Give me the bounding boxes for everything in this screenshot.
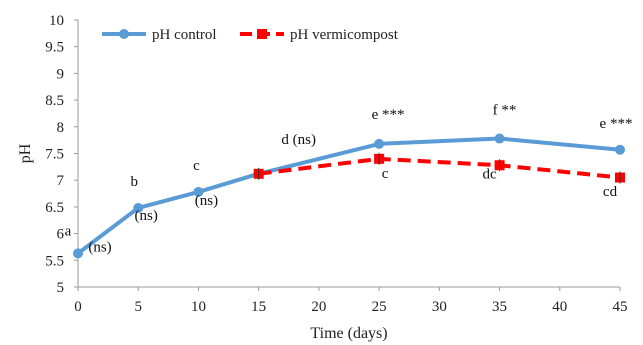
data-point [73, 248, 83, 259]
y-tick-label: 10 [49, 13, 64, 29]
x-tick-label: 10 [191, 299, 206, 315]
annotation-label: (ns) [88, 239, 111, 255]
annotation-label: f ** [493, 103, 517, 119]
y-tick-label: 9 [57, 66, 65, 82]
y-tick-label: 8.5 [45, 93, 64, 109]
legend: pH control pH vermicompost [102, 27, 399, 43]
x-tick-label: 40 [552, 299, 567, 315]
y-tick-label: 7.5 [45, 147, 64, 163]
x-tick-labels: 0 5 10 15 20 25 30 35 40 45 [74, 287, 628, 315]
annotation-label: e *** [372, 107, 405, 123]
x-tick-label: 0 [74, 299, 82, 315]
data-point [615, 144, 625, 155]
annotation-label: cd [603, 184, 618, 200]
y-tick-label: 9.5 [45, 40, 64, 56]
annotation-label: e *** [600, 116, 633, 132]
annotations: a (ns) b (ns) c (ns) d (ns) e *** c f ** dc e *** cd [65, 103, 633, 256]
data-point [494, 133, 505, 144]
y-axis-label: pH [17, 143, 34, 163]
legend-marker [257, 29, 267, 39]
x-tick-label: 5 [134, 299, 142, 315]
annotation-label: d (ns) [281, 132, 316, 148]
y-tick-label: 5.5 [45, 253, 64, 269]
legend-marker [119, 29, 129, 39]
legend-label: pH vermicompost [290, 27, 399, 43]
y-tick-labels: 5 5.5 6 6.5 7 7.5 8 8.5 9 9.5 10 [45, 13, 78, 296]
annotation-label: (ns) [135, 208, 158, 224]
annotation-label: c [382, 166, 389, 182]
annotation-label: b [130, 174, 138, 190]
x-tick-label: 30 [432, 299, 447, 315]
x-tick-label: 25 [372, 299, 387, 315]
x-tick-label: 15 [251, 299, 266, 315]
y-tick-label: 5 [57, 280, 65, 296]
annotation-label: dc [482, 167, 497, 183]
y-tick-label: 6 [57, 227, 65, 243]
series-lines [73, 133, 625, 259]
annotation-label: (ns) [195, 193, 218, 209]
series-line-vermicompost [258, 156, 621, 180]
data-point [193, 186, 204, 197]
x-axis-label: Time (days) [310, 325, 387, 342]
y-tick-label: 6.5 [45, 200, 64, 216]
series-line-control [76, 136, 621, 255]
x-tick-label: 35 [492, 299, 507, 315]
data-point [133, 202, 144, 213]
x-tick-label: 45 [613, 299, 628, 315]
y-tick-label: 7 [57, 173, 65, 189]
annotation-label: c [193, 158, 200, 174]
annotation-label: a [65, 223, 72, 239]
y-tick-label: 8 [57, 120, 65, 136]
axes [77, 20, 620, 288]
legend-label: pH control [152, 27, 217, 43]
x-tick-label: 20 [311, 299, 326, 315]
data-point [374, 138, 385, 149]
